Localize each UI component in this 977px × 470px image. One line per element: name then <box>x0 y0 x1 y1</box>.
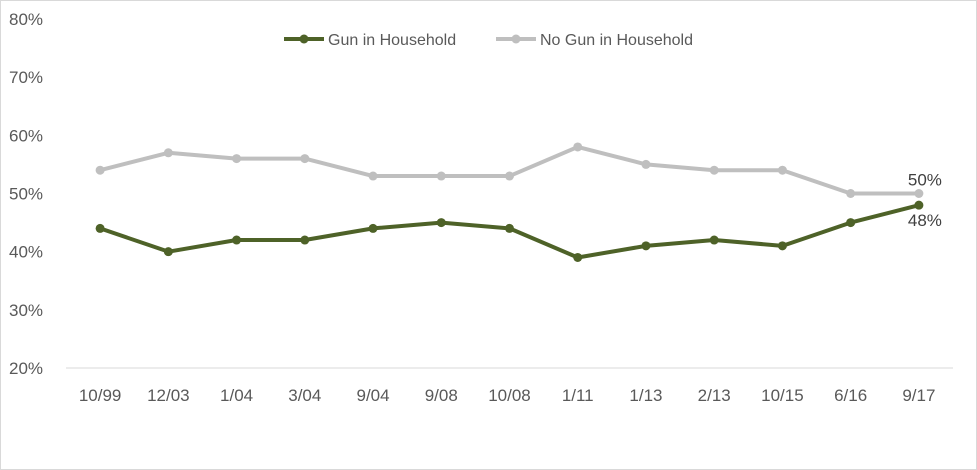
y-tick-label: 30% <box>9 301 43 320</box>
data-point <box>846 189 856 198</box>
data-point <box>436 171 446 181</box>
y-tick-label: 20% <box>9 359 43 378</box>
x-tick-label: 9/08 <box>425 386 458 405</box>
data-point <box>573 252 583 262</box>
no-gun-end-label: 50% <box>908 171 942 190</box>
x-tick-label: 2/13 <box>698 386 731 405</box>
series-no-gun-in-household <box>95 142 924 198</box>
data-point <box>914 200 924 210</box>
data-point <box>846 218 856 228</box>
legend-item-gun: Gun in Household <box>284 32 456 49</box>
data-point <box>95 223 105 233</box>
data-point <box>573 142 583 152</box>
data-point <box>232 235 242 245</box>
x-tick-label: 1/11 <box>562 386 594 405</box>
series-line <box>98 144 921 196</box>
x-tick-label: 10/99 <box>79 386 122 405</box>
data-point <box>95 165 105 175</box>
data-point <box>300 235 310 245</box>
legend-swatch-marker <box>511 34 521 44</box>
gun-end-label: 48% <box>908 211 942 230</box>
data-point <box>505 171 514 181</box>
y-tick-label: 80% <box>9 10 43 29</box>
series-gun-in-household <box>95 200 924 262</box>
x-tick-label: 1/04 <box>220 386 253 405</box>
x-tick-label: 1/13 <box>629 386 662 405</box>
x-axis: 10/99 12/03 1/04 3/04 9/04 9/08 10/08 1/11 1/13 2… <box>79 386 936 405</box>
data-point <box>777 165 787 175</box>
x-tick-label: 10/08 <box>488 386 531 405</box>
data-point <box>914 189 924 198</box>
legend-item-no-gun: No Gun in Household <box>496 32 693 49</box>
data-point <box>232 154 242 164</box>
data-point <box>300 154 310 164</box>
y-tick-label: 60% <box>9 126 43 145</box>
data-point <box>505 223 514 233</box>
data-point <box>709 235 719 245</box>
legend: Gun in Household No Gun in Household <box>284 32 693 49</box>
data-point <box>641 241 651 251</box>
legend-label: No Gun in Household <box>540 32 693 49</box>
x-tick-label: 10/15 <box>761 386 804 405</box>
y-tick-label: 50% <box>9 185 43 204</box>
data-point <box>368 171 378 181</box>
series-layer <box>95 142 924 262</box>
data-point <box>368 223 378 233</box>
data-point <box>163 148 173 158</box>
y-tick-label: 40% <box>9 243 43 262</box>
x-tick-label: 3/04 <box>288 386 321 405</box>
legend-label: Gun in Household <box>328 32 456 49</box>
y-tick-label: 70% <box>9 68 43 87</box>
x-tick-label: 12/03 <box>147 386 190 405</box>
data-point <box>163 247 173 257</box>
data-point <box>709 165 719 175</box>
x-tick-label: 9/17 <box>902 386 935 405</box>
legend-swatch-marker <box>299 34 309 44</box>
data-point <box>641 159 651 169</box>
data-point <box>777 241 787 251</box>
y-axis: 20% 30% 40% 50% 60% 70% 80% <box>9 10 43 378</box>
x-tick-label: 6/16 <box>834 386 867 405</box>
x-tick-label: 9/04 <box>356 386 389 405</box>
data-point <box>436 218 446 228</box>
